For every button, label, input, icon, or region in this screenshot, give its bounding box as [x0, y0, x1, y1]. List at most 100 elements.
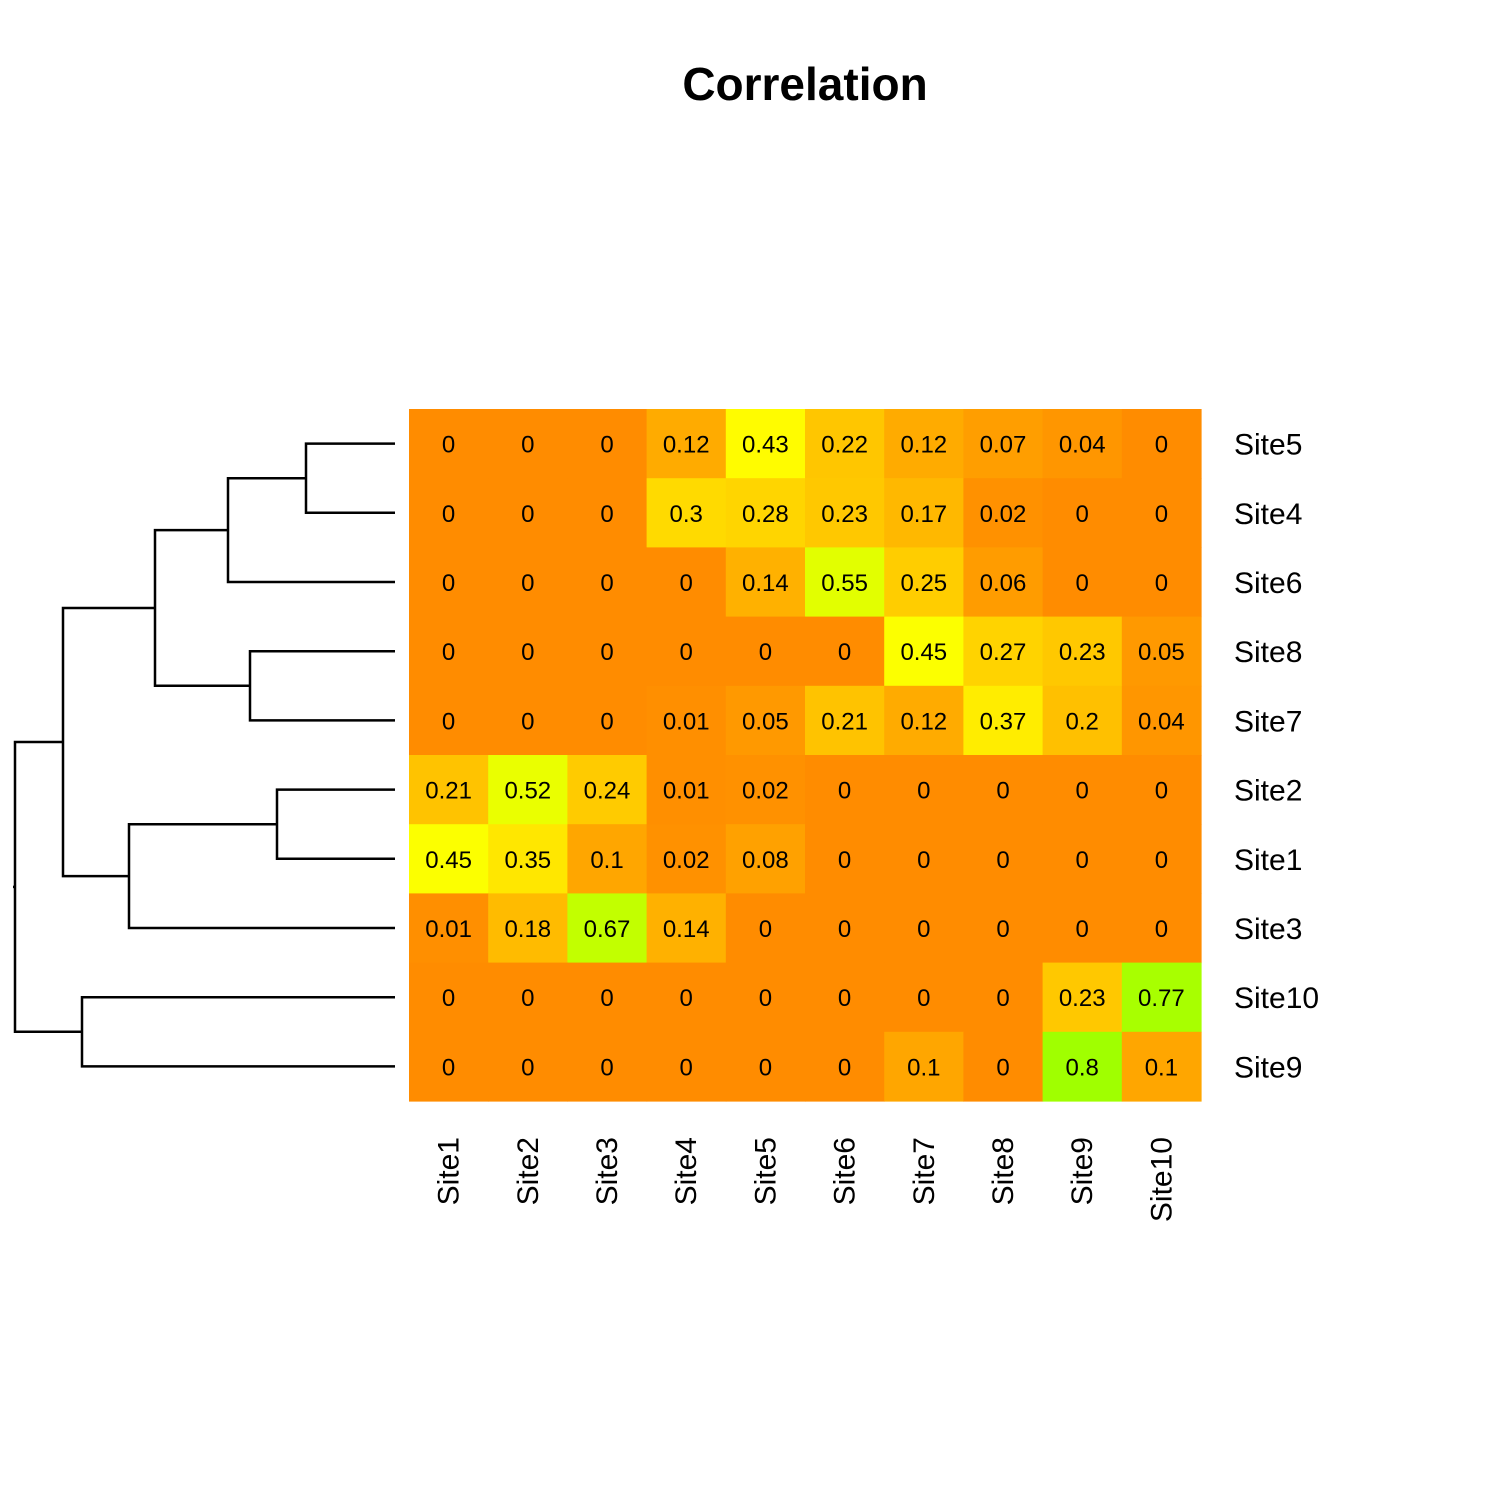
dendrogram-branch: [61, 606, 155, 878]
heatmap-cell: [409, 616, 489, 687]
heatmap-cell: [488, 755, 568, 825]
cell-value-label: 0: [442, 570, 455, 597]
cell-value-label: 0: [521, 985, 534, 1012]
heatmap-cell: [805, 616, 885, 687]
cell-value-label: 0: [838, 639, 851, 666]
cell-value-label: 0: [680, 1054, 693, 1081]
row-label: Site2: [1234, 775, 1302, 808]
cell-value-label: 0.01: [425, 916, 472, 943]
heatmap-cell: [409, 478, 489, 548]
cell-value-label: 0: [521, 1054, 534, 1081]
row-label: Site5: [1234, 429, 1302, 462]
heatmap-cell: [1042, 824, 1123, 894]
cell-value-label: 0: [1155, 916, 1168, 943]
heatmap-cell: [646, 824, 727, 894]
heatmap-cell: [805, 824, 885, 894]
dendrogram-branch: [13, 740, 82, 1034]
row-label: Site8: [1234, 636, 1302, 669]
column-label: Site9: [1066, 1137, 1099, 1205]
heatmap-cell: [805, 893, 885, 964]
cell-value-label: 0.23: [821, 501, 868, 528]
dendrogram-branch: [248, 649, 395, 722]
cell-value-label: 0.06: [980, 570, 1027, 597]
cell-value-label: 0.02: [663, 847, 710, 874]
heatmap-cell: [567, 893, 648, 964]
heatmap-cell: [488, 1031, 568, 1102]
cell-value-label: 0.05: [742, 708, 789, 735]
heatmap-cell: [567, 755, 648, 825]
cell-value-label: 0: [1155, 778, 1168, 805]
cell-value-label: 0: [996, 847, 1009, 874]
heatmap-cell: [1121, 685, 1202, 756]
heatmap-cell: [1042, 616, 1123, 687]
cell-value-label: 0.07: [980, 432, 1027, 459]
dendrogram-branch: [80, 995, 395, 1068]
cell-value-label: 0: [917, 985, 930, 1012]
heatmap-cell: [1042, 755, 1123, 825]
cell-value-label: 0: [521, 639, 534, 666]
heatmap-cell: [1121, 755, 1202, 825]
heatmap-cell: [725, 547, 806, 618]
cell-value-label: 0: [680, 570, 693, 597]
cell-value-label: 0: [680, 639, 693, 666]
cell-value-label: 0.27: [980, 639, 1027, 666]
row-label: Site6: [1234, 567, 1302, 600]
cell-value-label: 0.02: [742, 778, 789, 805]
column-labels: Site1 Site2 Site3 Site4 Site5 Site6 Site7 Site8…: [433, 1137, 1179, 1222]
cell-value-label: 0: [917, 916, 930, 943]
cell-value-label: 0.01: [663, 708, 710, 735]
cell-value-label: 0.45: [425, 847, 472, 874]
heatmap-cell: [725, 893, 806, 964]
heatmap-cell: [963, 1031, 1044, 1102]
heatmap-cell: [805, 1031, 885, 1102]
heatmap-cell: [646, 616, 727, 687]
heatmap-cell: [963, 547, 1044, 618]
cell-value-label: 0: [521, 708, 534, 735]
row-label: Site4: [1234, 498, 1302, 531]
cell-value-label: 0: [600, 1054, 613, 1081]
heatmap-cell: [884, 962, 964, 1033]
heatmap-cell: [646, 962, 727, 1033]
cell-value-label: 0.23: [1059, 985, 1106, 1012]
heatmap-cell: [409, 685, 489, 756]
cell-value-label: 0: [838, 1054, 851, 1081]
cell-value-label: 0.14: [663, 916, 710, 943]
cell-value-label: 0.1: [1145, 1054, 1178, 1081]
cell-value-label: 0.12: [900, 432, 947, 459]
row-label: Site7: [1234, 705, 1302, 738]
heatmap-cell: [963, 616, 1044, 687]
cell-value-label: 0.37: [980, 708, 1027, 735]
cell-value-label: 0.22: [821, 432, 868, 459]
cell-value-label: 0.43: [742, 432, 789, 459]
heatmap-cell: [963, 962, 1044, 1033]
heatmap-cell: [725, 962, 806, 1033]
heatmap-cell: [567, 547, 648, 618]
row-label: Site10: [1234, 982, 1319, 1015]
cell-value-label: 0: [996, 916, 1009, 943]
dendrogram-branch: [275, 788, 395, 861]
heatmap-cell: [1042, 478, 1123, 548]
heatmap-cell: [1121, 1031, 1202, 1102]
cell-value-label: 0: [600, 639, 613, 666]
heatmap-cell: [884, 1031, 964, 1102]
cell-value-label: 0: [442, 708, 455, 735]
heatmap-cell: [567, 962, 648, 1033]
cell-value-label: 0.55: [821, 570, 868, 597]
cell-value-label: 0.25: [900, 570, 947, 597]
heatmap-cell: [725, 409, 806, 479]
cell-value-label: 0.21: [821, 708, 868, 735]
cell-value-label: 0.18: [504, 916, 551, 943]
row-label: Site9: [1234, 1051, 1302, 1084]
column-label: Site1: [433, 1137, 466, 1205]
cell-value-label: 0.17: [900, 501, 947, 528]
cell-value-label: 0.77: [1138, 985, 1185, 1012]
cell-value-label: 0.2: [1066, 708, 1099, 735]
cell-value-label: 0: [1155, 501, 1168, 528]
cell-value-label: 0: [1155, 570, 1168, 597]
cell-value-label: 0: [442, 432, 455, 459]
heatmap-cell: [488, 409, 568, 479]
cell-value-label: 0: [917, 847, 930, 874]
heatmap-cell: [805, 685, 885, 756]
heatmap-cell: [567, 478, 648, 548]
row-dendrogram: [13, 442, 395, 1068]
